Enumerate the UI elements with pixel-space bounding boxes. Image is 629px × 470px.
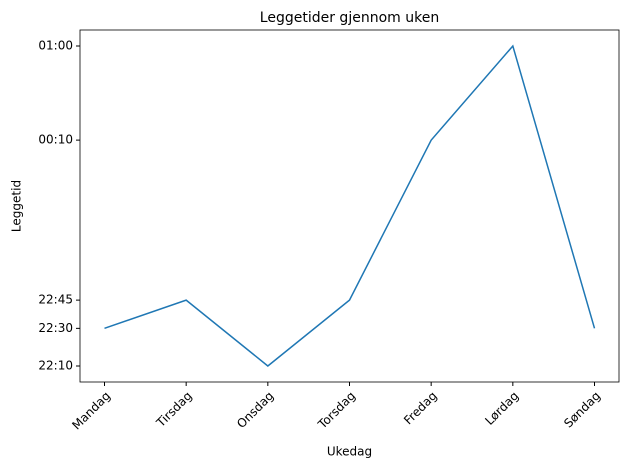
x-tick-label: Mandag [69, 389, 113, 433]
y-tick-label: 22:45 [38, 293, 73, 307]
line [104, 44, 596, 367]
x-tick-label: Søndag [561, 389, 603, 431]
x-tick-label: Onsdag [234, 389, 276, 431]
x-tick-label: Lørdag [482, 389, 521, 428]
x-tick-label: Fredag [401, 389, 440, 428]
y-tick-label: 22:30 [38, 321, 73, 335]
plot-frame [79, 29, 620, 383]
x-axis-label: Ukedag [327, 445, 372, 459]
x-tick-label: Tirsdag [153, 389, 195, 431]
y-tick-label: 00:10 [38, 133, 73, 147]
y-tick-label: 01:00 [38, 39, 73, 53]
chart-title: Leggetider gjennom uken [260, 10, 439, 26]
x-tick-label: Torsdag [315, 389, 358, 432]
y-axis-label: Leggetid [10, 180, 24, 232]
y-tick-label: 22:10 [38, 359, 73, 373]
